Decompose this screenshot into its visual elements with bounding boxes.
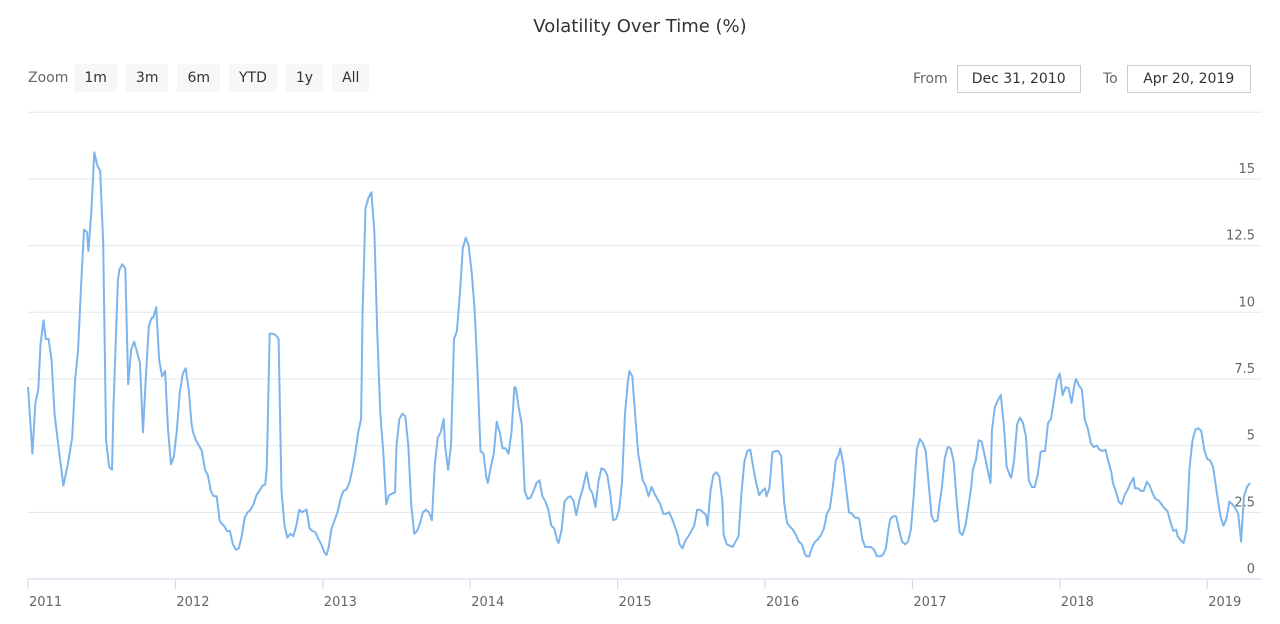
y-tick-label: 0: [1247, 562, 1255, 577]
zoom-1y-button[interactable]: 1y: [285, 64, 324, 92]
y-tick-label: 2.5: [1234, 495, 1255, 510]
grid-lines: [28, 111, 1262, 513]
y-tick-label: 12.5: [1226, 229, 1255, 244]
from-date-input[interactable]: [956, 65, 1081, 93]
x-tick-label: 2011: [29, 595, 62, 610]
zoom-ytd-button[interactable]: YTD: [229, 64, 277, 92]
y-axis-labels: 0 2.5 5 7.5 10 12.5 15: [1226, 162, 1255, 577]
x-tick-label: 2015: [619, 595, 652, 610]
zoom-6m-button[interactable]: 6m: [177, 64, 220, 92]
zoom-label: Zoom: [28, 70, 69, 86]
x-tick-label: 2014: [471, 595, 504, 610]
x-tick-label: 2012: [176, 595, 209, 610]
y-tick-label: 7.5: [1234, 362, 1255, 377]
x-tick-label: 2019: [1208, 595, 1241, 610]
to-date-input[interactable]: [1126, 65, 1251, 93]
to-label: To: [1103, 71, 1118, 87]
range-selector-buttons: Zoom 1m 3m 6m YTD 1y All: [28, 64, 378, 92]
range-from: From: [913, 65, 1081, 93]
zoom-3m-button[interactable]: 3m: [125, 64, 169, 92]
x-tick-label: 2013: [324, 595, 357, 610]
range-to: To: [1103, 65, 1251, 93]
y-tick-label: 15: [1238, 162, 1255, 177]
y-tick-label: 5: [1247, 429, 1255, 444]
chart-title: Volatility Over Time (%): [533, 16, 747, 37]
zoom-1m-button[interactable]: 1m: [74, 64, 117, 92]
from-label: From: [913, 71, 948, 87]
x-tick-label: 2018: [1061, 595, 1094, 610]
zoom-all-button[interactable]: All: [332, 64, 370, 92]
series-line: [27, 151, 1251, 558]
y-tick-label: 10: [1238, 295, 1255, 310]
x-tick-label: 2017: [913, 595, 946, 610]
x-axis: 2011 2012 2013 2014 2015 2016 2017 2018 2019: [27, 578, 1262, 610]
x-tick-label: 2016: [766, 595, 799, 610]
